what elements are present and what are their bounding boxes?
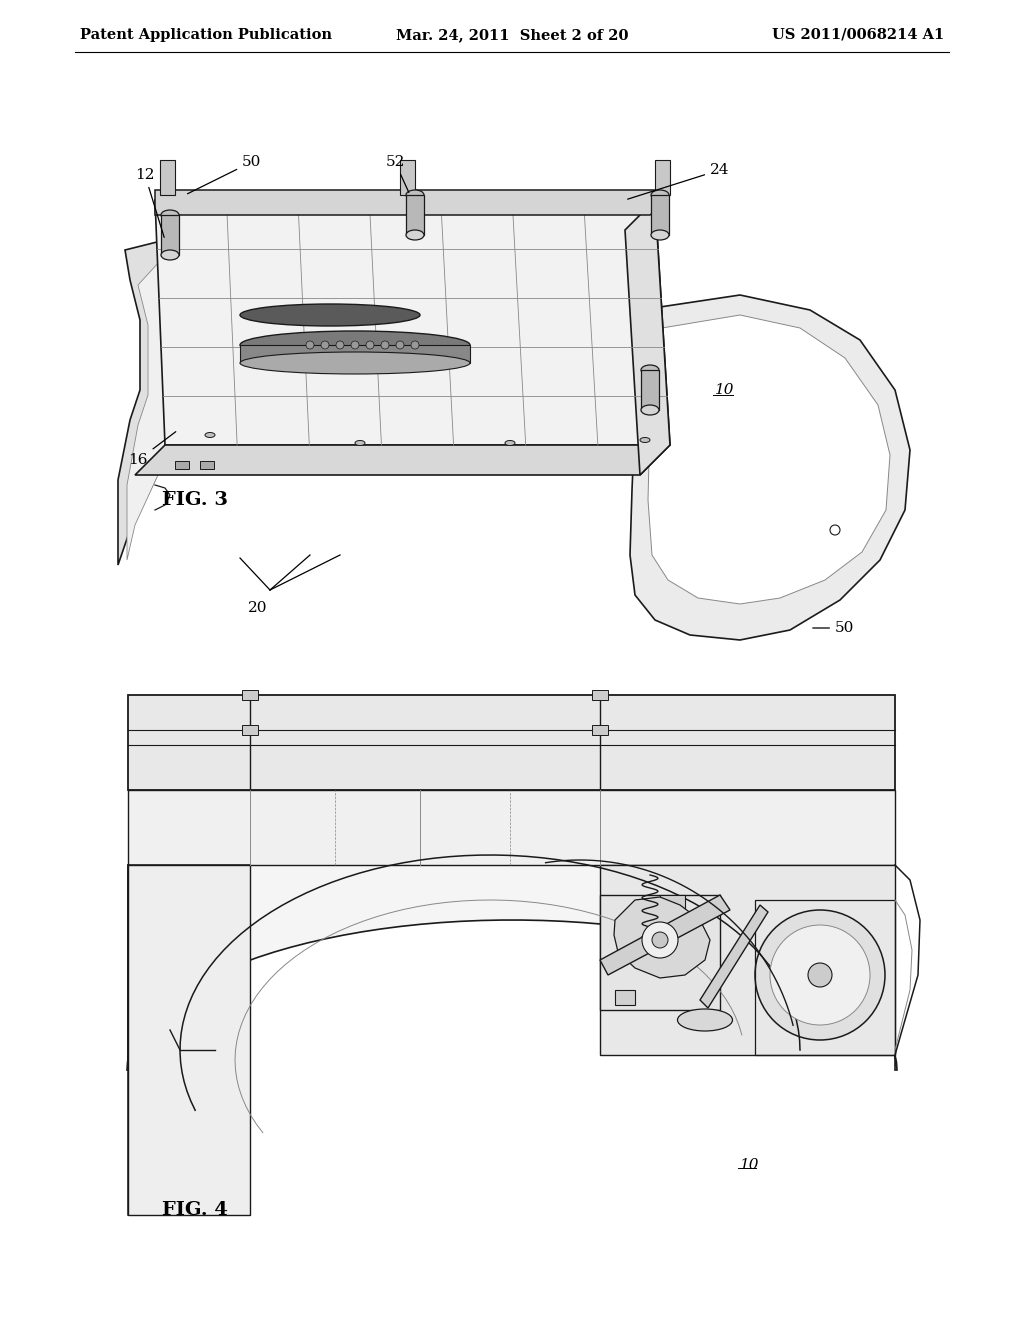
- Polygon shape: [648, 315, 890, 605]
- Circle shape: [366, 341, 374, 348]
- Ellipse shape: [641, 366, 659, 375]
- Ellipse shape: [240, 331, 470, 359]
- Polygon shape: [128, 789, 895, 865]
- Polygon shape: [592, 725, 608, 735]
- Polygon shape: [161, 215, 179, 255]
- Polygon shape: [600, 865, 895, 1055]
- Polygon shape: [127, 249, 193, 560]
- Ellipse shape: [355, 441, 365, 446]
- Polygon shape: [128, 865, 250, 1214]
- Polygon shape: [155, 190, 660, 215]
- Polygon shape: [160, 160, 175, 195]
- Polygon shape: [655, 160, 670, 195]
- Ellipse shape: [161, 210, 179, 220]
- Polygon shape: [600, 895, 720, 1010]
- Circle shape: [652, 932, 668, 948]
- Polygon shape: [615, 990, 635, 1005]
- Text: 50: 50: [187, 154, 261, 194]
- Circle shape: [755, 909, 885, 1040]
- Ellipse shape: [240, 304, 420, 326]
- Circle shape: [830, 525, 840, 535]
- Circle shape: [411, 341, 419, 348]
- Ellipse shape: [406, 190, 424, 201]
- Ellipse shape: [640, 437, 650, 442]
- Text: 10: 10: [740, 1158, 760, 1172]
- Polygon shape: [700, 906, 768, 1008]
- Ellipse shape: [505, 441, 515, 446]
- Circle shape: [336, 341, 344, 348]
- Text: 50: 50: [813, 620, 854, 635]
- Polygon shape: [400, 160, 415, 195]
- Polygon shape: [641, 370, 659, 411]
- Polygon shape: [128, 696, 895, 789]
- Text: FIG. 4: FIG. 4: [162, 1201, 228, 1218]
- Circle shape: [306, 341, 314, 348]
- Text: FIG. 3: FIG. 3: [162, 491, 228, 510]
- Polygon shape: [135, 445, 670, 475]
- Ellipse shape: [205, 433, 215, 437]
- Ellipse shape: [240, 352, 470, 374]
- Polygon shape: [600, 895, 730, 975]
- Polygon shape: [614, 898, 710, 978]
- Circle shape: [642, 921, 678, 958]
- Circle shape: [381, 341, 389, 348]
- Polygon shape: [406, 195, 424, 235]
- Circle shape: [808, 964, 831, 987]
- Polygon shape: [155, 201, 670, 445]
- Text: 16: 16: [128, 432, 176, 467]
- Ellipse shape: [678, 1008, 732, 1031]
- Polygon shape: [128, 865, 250, 1214]
- Text: 24: 24: [628, 162, 729, 199]
- Polygon shape: [240, 345, 470, 363]
- Polygon shape: [175, 461, 189, 469]
- Text: US 2011/0068214 A1: US 2011/0068214 A1: [772, 28, 944, 42]
- Circle shape: [396, 341, 404, 348]
- Polygon shape: [242, 725, 258, 735]
- Polygon shape: [660, 895, 685, 931]
- Text: Mar. 24, 2011  Sheet 2 of 20: Mar. 24, 2011 Sheet 2 of 20: [395, 28, 629, 42]
- Ellipse shape: [406, 230, 424, 240]
- Ellipse shape: [161, 249, 179, 260]
- Ellipse shape: [651, 190, 669, 201]
- Text: 20: 20: [248, 601, 267, 615]
- Polygon shape: [651, 195, 669, 235]
- Polygon shape: [592, 690, 608, 700]
- Polygon shape: [200, 461, 214, 469]
- Text: 12: 12: [135, 168, 164, 238]
- Ellipse shape: [651, 230, 669, 240]
- Circle shape: [351, 341, 359, 348]
- Text: 10: 10: [715, 383, 734, 397]
- Polygon shape: [118, 240, 195, 565]
- Text: 52: 52: [385, 154, 409, 193]
- Ellipse shape: [641, 405, 659, 414]
- Circle shape: [770, 925, 870, 1026]
- Polygon shape: [625, 201, 670, 475]
- Polygon shape: [630, 294, 910, 640]
- Polygon shape: [242, 690, 258, 700]
- Circle shape: [321, 341, 329, 348]
- Polygon shape: [127, 865, 897, 1071]
- Text: Patent Application Publication: Patent Application Publication: [80, 28, 332, 42]
